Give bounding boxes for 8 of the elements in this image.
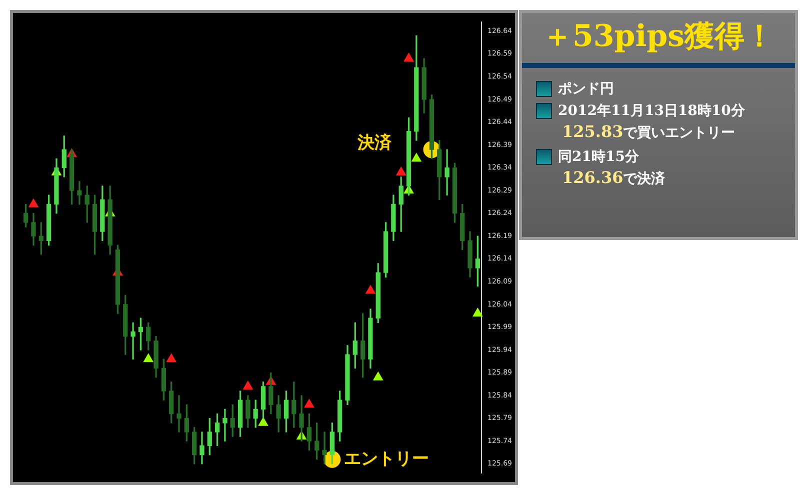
data-label: エントリー [344,448,430,469]
text: ポンド円 [558,80,614,98]
text: ＋53pips獲得！ [542,18,776,56]
text: 125.83で買いエントリー [562,122,736,142]
text: 2012年11月13日18時10分 [558,102,745,120]
text: 126.36で決済 [562,168,666,188]
data-label: 決済 [356,132,393,153]
text: 同21時15分 [558,148,639,166]
